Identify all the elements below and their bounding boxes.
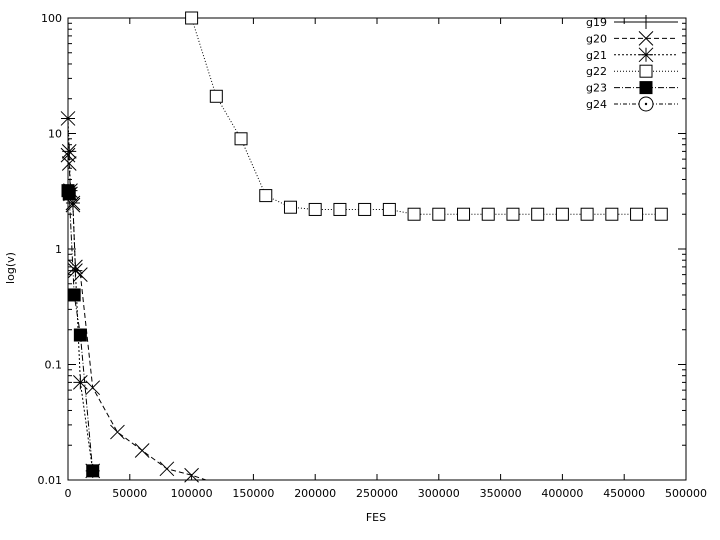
legend-label-g24: g24	[586, 98, 607, 111]
series-g20-point	[159, 461, 175, 477]
x-tick-label: 150000	[232, 487, 274, 500]
legend-marker-g21	[638, 47, 654, 63]
series-g21-point	[61, 144, 77, 159]
x-tick-label: 250000	[356, 487, 398, 500]
x-tick-label: 200000	[294, 487, 336, 500]
legend-label-g23: g23	[586, 82, 607, 95]
x-tick-label: 100000	[171, 487, 213, 500]
series-g23-point	[86, 464, 100, 478]
legend-marker-g23	[639, 81, 653, 95]
legend-label-g21: g21	[586, 49, 607, 62]
x-axis-label: FES	[366, 511, 386, 524]
series-g21-point	[60, 111, 76, 126]
series-g22	[185, 11, 668, 221]
series-g23-point	[73, 328, 87, 342]
y-tick-label: 0.1	[45, 359, 63, 372]
series-g20-point	[85, 380, 101, 396]
legend-marker-g19	[639, 15, 653, 29]
legend-label-g19: g19	[586, 16, 607, 29]
legend: g19 g20 g21 g22 g23 g24	[586, 15, 678, 112]
series-g21-point	[68, 263, 83, 278]
series-g20-point	[184, 467, 199, 483]
series-g21-point	[73, 375, 88, 390]
series-g22-point	[308, 202, 322, 216]
series-g22-point	[209, 89, 223, 103]
series-g22-point	[531, 207, 545, 221]
x-tick-label: 500000	[665, 487, 707, 500]
series-g22-point	[358, 202, 372, 216]
series-g22-point	[382, 202, 396, 216]
legend-marker-g22	[639, 64, 653, 78]
x-tick-label: 400000	[541, 487, 583, 500]
x-tick-label: 350000	[480, 487, 522, 500]
series-g22-point	[185, 11, 199, 25]
legend-marker-g24-center	[644, 102, 648, 106]
series-g22-point	[457, 207, 471, 221]
x-tick-label: 0	[65, 487, 72, 500]
series-g22-point	[259, 189, 273, 203]
x-tick-label: 450000	[603, 487, 645, 500]
series-g20-point	[134, 443, 150, 458]
x-axis-ticks: 0 50000 100000 150000 200000 250000 300000 3500…	[65, 18, 707, 500]
series-g22-point	[555, 207, 569, 221]
series-g22-point	[506, 207, 520, 221]
y-tick-label: 0.01	[38, 474, 63, 487]
series-g23-point	[62, 187, 76, 201]
series-g22-point	[407, 207, 421, 221]
series-g22-point	[432, 207, 446, 221]
series-g22-point	[234, 132, 248, 146]
series-g22-point	[654, 207, 668, 221]
x-tick-label: 50000	[112, 487, 147, 500]
y-axis-label: log(v)	[4, 252, 17, 284]
series-g22-point	[605, 207, 619, 221]
series-g22-point	[283, 200, 297, 214]
series-g22-point	[481, 207, 495, 221]
y-tick-label: 1	[55, 243, 62, 256]
legend-marker-g20	[638, 31, 654, 46]
y-tick-label: 100	[41, 12, 62, 25]
series-g23-point	[67, 288, 81, 302]
series-g23	[61, 184, 100, 478]
series-g20-point	[110, 424, 125, 440]
series-g22-point	[630, 207, 644, 221]
legend-label-g22: g22	[586, 65, 607, 78]
series-g22-point	[333, 202, 347, 216]
series-g22-point	[580, 207, 594, 221]
legend-label-g20: g20	[586, 32, 607, 45]
y-tick-label: 10	[48, 128, 62, 141]
x-tick-label: 300000	[418, 487, 460, 500]
series-layer	[60, 11, 668, 483]
series-g21-point	[65, 195, 81, 211]
